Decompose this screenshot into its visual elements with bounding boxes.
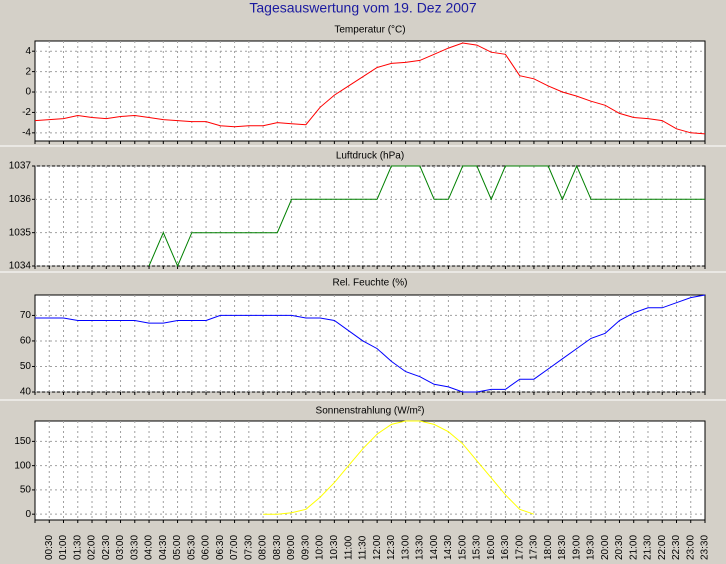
x-tick-label: 20:00	[600, 535, 611, 560]
x-tick-label: 11:30	[358, 535, 369, 560]
x-tick-label: 10:30	[329, 535, 340, 560]
x-tick-label: 18:30	[557, 535, 568, 560]
x-tick-label: 07:30	[243, 535, 254, 560]
x-tick-label: 01:30	[72, 535, 83, 560]
y-tick-label: 0	[25, 87, 31, 98]
plot-area	[34, 40, 706, 142]
data-line	[34, 42, 706, 135]
y-tick-label: 40	[20, 387, 32, 398]
x-tick-label: 22:00	[657, 535, 668, 560]
x-tick-label: 08:30	[272, 535, 283, 560]
y-tick-label: 4	[25, 46, 31, 57]
y-tick-label: 1036	[9, 194, 32, 205]
x-tick-label: 19:00	[571, 535, 582, 560]
x-tick-label: 00:30	[44, 535, 55, 560]
x-tick-label: 16:00	[486, 535, 497, 560]
y-tick-label: 50	[20, 361, 32, 372]
y-tick-label: 1035	[9, 227, 32, 238]
data-line	[263, 420, 535, 515]
y-tick-label: 70	[20, 310, 32, 321]
x-tick-label: 12:30	[386, 535, 397, 560]
chart-title: Luftdruck (hPa)	[336, 151, 404, 162]
x-tick-label: 19:30	[586, 535, 597, 560]
x-tick-label: 15:30	[472, 535, 483, 560]
x-tick-label: 10:00	[315, 535, 326, 560]
x-tick-label: 08:00	[258, 535, 269, 560]
x-tick-label: 21:30	[643, 535, 654, 560]
y-tick-label: -2	[22, 107, 31, 118]
x-tick-label: 02:00	[87, 535, 98, 560]
y-tick-label: 1037	[9, 161, 32, 172]
x-tick-label: 12:00	[372, 535, 383, 560]
x-tick-label: 04:30	[158, 535, 169, 560]
x-tick-label: 09:00	[286, 535, 297, 560]
y-tick-label: -4	[22, 127, 31, 138]
data-line	[148, 164, 705, 268]
x-tick-label: 23:00	[685, 535, 696, 560]
chart-title: Temperatur (°C)	[334, 25, 405, 36]
x-tick-label: 06:30	[215, 535, 226, 560]
y-tick-label: 60	[20, 336, 32, 347]
chart-title: Sonnenstrahlung (W/m²)	[316, 406, 425, 417]
x-tick-label: 14:00	[429, 535, 440, 560]
x-tick-label: 21:00	[628, 535, 639, 560]
x-tick-label: 14:30	[443, 535, 454, 560]
page-title: Tagesauswertung vom 19. Dez 2007	[249, 0, 476, 16]
y-tick-label: 100	[14, 460, 31, 471]
x-tick-label: 17:30	[529, 535, 540, 560]
y-tick-label: 50	[20, 485, 32, 496]
x-tick-label: 13:00	[400, 535, 411, 560]
x-tick-label: 02:30	[101, 535, 112, 560]
x-tick-label: 09:30	[300, 535, 311, 560]
x-tick-label: 15:00	[457, 535, 468, 560]
y-tick-label: 150	[14, 436, 31, 447]
plot-area	[34, 294, 706, 393]
chart-title: Rel. Feuchte (%)	[332, 278, 407, 289]
x-tick-label: 05:30	[186, 535, 197, 560]
x-tick-label: 07:00	[229, 535, 240, 560]
x-tick-label: 03:00	[115, 535, 126, 560]
x-tick-label: 11:00	[343, 535, 354, 560]
x-tick-label: 22:30	[671, 535, 682, 560]
x-tick-label: 20:30	[614, 535, 625, 560]
x-tick-label: 01:00	[58, 535, 69, 560]
y-tick-label: 0	[25, 509, 31, 520]
x-tick-label: 03:30	[129, 535, 140, 560]
x-tick-label: 18:00	[543, 535, 554, 560]
x-tick-label: 05:00	[172, 535, 183, 560]
plot-area	[34, 165, 706, 267]
x-tick-label: 16:30	[500, 535, 511, 560]
y-tick-label: 1034	[9, 261, 32, 272]
x-tick-label: 13:30	[415, 535, 426, 560]
plot-area	[34, 420, 706, 521]
x-tick-label: 04:00	[144, 535, 155, 560]
y-tick-label: 2	[25, 66, 31, 77]
data-line	[35, 294, 706, 393]
x-tick-label: 17:00	[514, 535, 525, 560]
x-tick-label: 23:30	[700, 535, 711, 560]
x-tick-label: 06:00	[201, 535, 212, 560]
